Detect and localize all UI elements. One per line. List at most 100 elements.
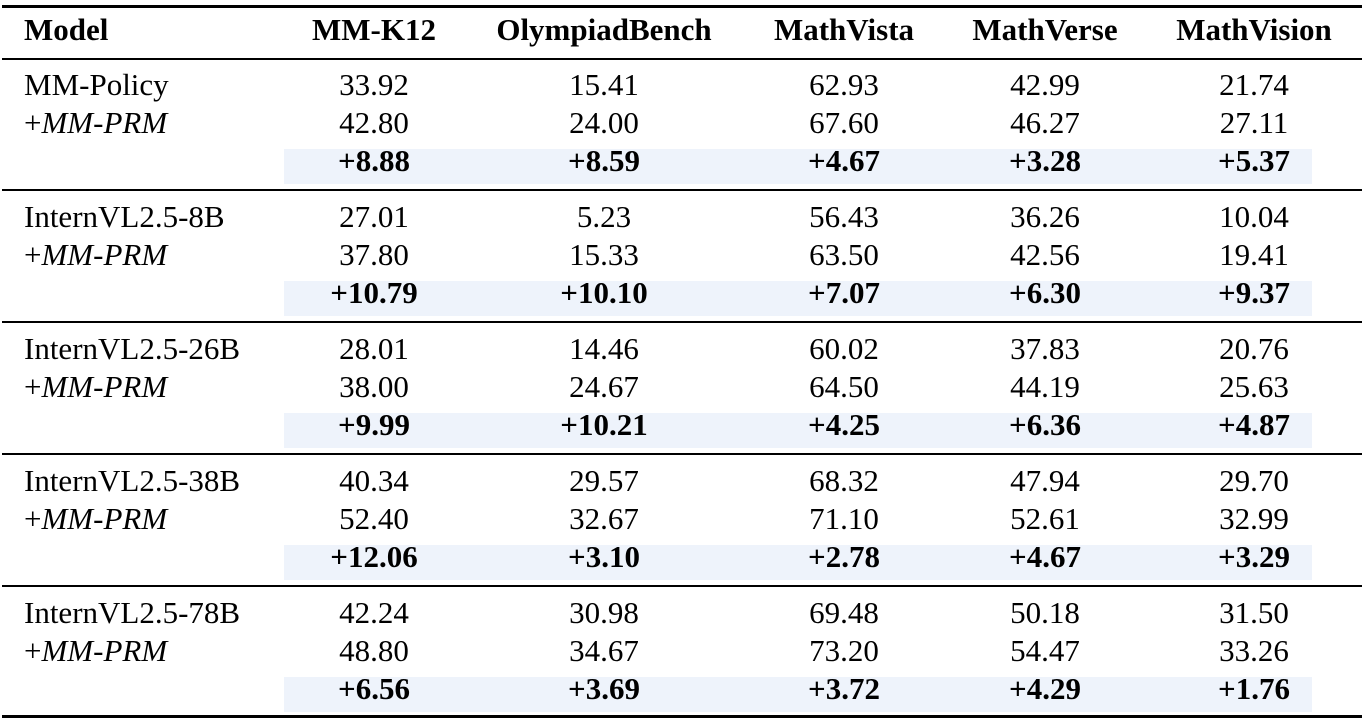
base-score-cell-mm-k12: 28.01 bbox=[339, 331, 409, 366]
base-score-cell-mathverse: 47.94 bbox=[1010, 463, 1080, 498]
base-score-cell-mathverse: 37.83 bbox=[1010, 331, 1080, 366]
bottom-rule bbox=[2, 715, 1362, 718]
header-mathvision: MathVision bbox=[1176, 12, 1332, 47]
prm-variant-label: +MM-PRM bbox=[24, 368, 167, 406]
base-score-cell-mathvista: 60.02 bbox=[809, 331, 879, 366]
gain-cell-mathvision: +9.37 bbox=[1218, 275, 1290, 310]
model-group: MM-Policy +MM-PRM 33.92 15.41 62.93 42.99 21.7… bbox=[0, 62, 1364, 193]
prm-score-cell-olympiadbench: 32.67 bbox=[569, 501, 639, 536]
prm-prefix: + bbox=[24, 369, 42, 404]
base-score-cell-mathvision: 31.50 bbox=[1219, 595, 1289, 630]
prm-score-cell-olympiadbench: 24.67 bbox=[569, 369, 639, 404]
prm-score-cell-mathvista: 63.50 bbox=[809, 237, 879, 272]
base-score-cell-mathvista: 69.48 bbox=[809, 595, 879, 630]
base-score-cell-olympiadbench: 15.41 bbox=[569, 67, 639, 102]
prm-name: MM-PRM bbox=[41, 237, 168, 272]
prm-score-cell-mathverse: 42.56 bbox=[1010, 237, 1080, 272]
prm-score-cell-mathverse: 46.27 bbox=[1010, 105, 1080, 140]
base-score-cell-mathverse: 42.99 bbox=[1010, 67, 1080, 102]
prm-score-cell-mathverse: 44.19 bbox=[1010, 369, 1080, 404]
gain-cell-mm-k12: +10.79 bbox=[330, 275, 418, 310]
prm-score-cell-olympiadbench: 24.00 bbox=[569, 105, 639, 140]
base-score-cell-mathverse: 50.18 bbox=[1010, 595, 1080, 630]
base-score-cell-olympiadbench: 5.23 bbox=[576, 199, 632, 234]
prm-score-cell-mathverse: 52.61 bbox=[1010, 501, 1080, 536]
header-olympiadbench: OlympiadBench bbox=[496, 12, 712, 47]
base-score-cell-mathverse: 36.26 bbox=[1010, 199, 1080, 234]
base-score-cell-olympiadbench: 14.46 bbox=[569, 331, 639, 366]
gain-cell-olympiadbench: +3.69 bbox=[568, 671, 640, 706]
model-group: InternVL2.5-38B +MM-PRM 40.34 29.57 68.32 47.… bbox=[0, 458, 1364, 589]
base-score-cell-mathvision: 10.04 bbox=[1219, 199, 1289, 234]
prm-score-cell-mm-k12: 48.80 bbox=[339, 633, 409, 668]
model-name: MM-Policy bbox=[24, 67, 169, 102]
gain-row-highlight bbox=[284, 413, 1312, 448]
gain-cell-mm-k12: +6.56 bbox=[338, 671, 410, 706]
prm-score-cell-mathvista: 64.50 bbox=[809, 369, 879, 404]
group-separator-rule bbox=[2, 189, 1362, 191]
gain-cell-mathverse: +6.30 bbox=[1009, 275, 1081, 310]
base-score-cell-mathvista: 62.93 bbox=[809, 67, 879, 102]
base-score-cell-mm-k12: 33.92 bbox=[339, 67, 409, 102]
prm-variant-label: +MM-PRM bbox=[24, 632, 167, 670]
header-model: Model bbox=[24, 12, 109, 47]
base-score-cell-mm-k12: 40.34 bbox=[339, 463, 409, 498]
gain-cell-mathverse: +4.29 bbox=[1009, 671, 1081, 706]
prm-score-cell-olympiadbench: 34.67 bbox=[569, 633, 639, 668]
base-score-cell-mathvision: 21.74 bbox=[1219, 67, 1289, 102]
gain-cell-mm-k12: +12.06 bbox=[330, 539, 418, 574]
group-separator-rule bbox=[2, 321, 1362, 323]
prm-score-cell-mathvision: 25.63 bbox=[1219, 369, 1289, 404]
prm-score-cell-mathvision: 33.26 bbox=[1219, 633, 1289, 668]
gain-cell-olympiadbench: +10.21 bbox=[560, 407, 648, 442]
gain-cell-mm-k12: +9.99 bbox=[338, 407, 410, 442]
gain-row-highlight bbox=[284, 281, 1312, 316]
prm-name: MM-PRM bbox=[41, 369, 168, 404]
prm-score-cell-mm-k12: 38.00 bbox=[339, 369, 409, 404]
gain-cell-mathvista: +3.72 bbox=[808, 671, 880, 706]
model-group: InternVL2.5-78B +MM-PRM 42.24 30.98 69.48 50.… bbox=[0, 590, 1364, 721]
model-name: InternVL2.5-26B bbox=[24, 331, 241, 366]
prm-score-cell-olympiadbench: 15.33 bbox=[569, 237, 639, 272]
header-mathvista: MathVista bbox=[773, 12, 915, 47]
header-mathverse: MathVerse bbox=[972, 12, 1118, 47]
prm-prefix: + bbox=[24, 501, 42, 536]
base-score-cell-olympiadbench: 29.57 bbox=[569, 463, 639, 498]
prm-score-cell-mathvision: 27.11 bbox=[1219, 105, 1289, 140]
base-score-cell-olympiadbench: 30.98 bbox=[569, 595, 639, 630]
group-separator-rule bbox=[2, 585, 1362, 587]
prm-score-cell-mathvista: 73.20 bbox=[809, 633, 879, 668]
prm-score-cell-mathverse: 54.47 bbox=[1010, 633, 1080, 668]
gain-cell-mathvista: +4.25 bbox=[808, 407, 880, 442]
gain-cell-olympiadbench: +10.10 bbox=[560, 275, 648, 310]
model-group: InternVL2.5-8B +MM-PRM 27.01 5.23 56.43 36.26… bbox=[0, 194, 1364, 325]
gain-row-highlight bbox=[284, 149, 1312, 184]
gain-cell-mathvision: +5.37 bbox=[1218, 143, 1290, 178]
gain-cell-olympiadbench: +3.10 bbox=[568, 539, 640, 574]
prm-variant-label: +MM-PRM bbox=[24, 104, 167, 142]
gain-row-highlight bbox=[284, 677, 1312, 712]
gain-cell-mathvista: +7.07 bbox=[808, 275, 880, 310]
gain-cell-mathvista: +2.78 bbox=[808, 539, 880, 574]
base-score-cell-mathvista: 68.32 bbox=[809, 463, 879, 498]
prm-prefix: + bbox=[24, 105, 42, 140]
model-name: InternVL2.5-38B bbox=[24, 463, 241, 498]
gain-cell-mathverse: +6.36 bbox=[1009, 407, 1081, 442]
base-score-cell-mm-k12: 27.01 bbox=[339, 199, 409, 234]
prm-prefix: + bbox=[24, 237, 42, 272]
gain-cell-mathvision: +4.87 bbox=[1218, 407, 1290, 442]
group-separator-rule bbox=[2, 453, 1362, 455]
prm-variant-label: +MM-PRM bbox=[24, 500, 167, 538]
prm-score-cell-mm-k12: 42.80 bbox=[339, 105, 409, 140]
gain-row-highlight bbox=[284, 545, 1312, 580]
model-group: InternVL2.5-26B +MM-PRM 28.01 14.46 60.02 37.… bbox=[0, 326, 1364, 457]
prm-score-cell-mm-k12: 52.40 bbox=[339, 501, 409, 536]
gain-cell-mm-k12: +8.88 bbox=[338, 143, 410, 178]
gain-cell-mathverse: +3.28 bbox=[1009, 143, 1081, 178]
prm-score-cell-mathvista: 71.10 bbox=[809, 501, 879, 536]
prm-score-cell-mathvision: 19.41 bbox=[1219, 237, 1289, 272]
gain-cell-mathvision: +3.29 bbox=[1218, 539, 1290, 574]
gain-cell-olympiadbench: +8.59 bbox=[568, 143, 640, 178]
model-name: InternVL2.5-8B bbox=[24, 199, 225, 234]
base-score-cell-mm-k12: 42.24 bbox=[339, 595, 409, 630]
